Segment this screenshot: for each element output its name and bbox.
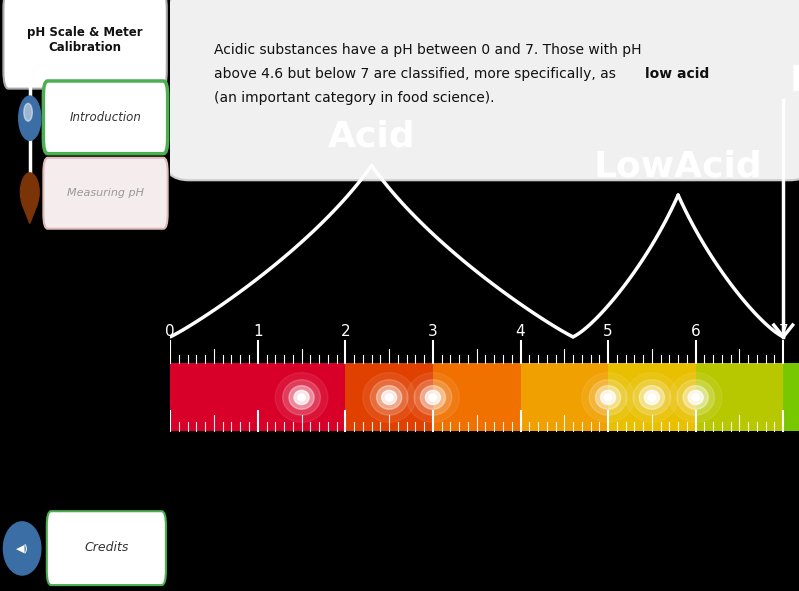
Circle shape [429,394,437,401]
Bar [345,363,433,431]
Text: 7: 7 [778,324,788,339]
FancyBboxPatch shape [43,158,168,229]
Circle shape [601,390,615,404]
Bar [696,363,783,431]
Text: Measuring pH: Measuring pH [67,189,144,198]
Text: 5: 5 [603,324,613,339]
Circle shape [275,373,328,422]
Circle shape [648,394,656,401]
Circle shape [595,386,621,409]
Circle shape [363,373,415,422]
Circle shape [420,386,446,409]
Text: Introduction: Introduction [70,111,141,124]
Circle shape [692,394,699,401]
Text: 4: 4 [515,324,525,339]
Ellipse shape [18,96,41,141]
Circle shape [425,390,440,404]
Ellipse shape [3,522,41,575]
Bar [608,363,696,431]
Circle shape [688,390,703,404]
Circle shape [407,373,459,422]
Circle shape [633,380,670,415]
Bar [433,363,520,431]
Circle shape [376,386,402,409]
Circle shape [294,390,309,404]
Text: Neutral: Neutral [789,63,799,98]
Circle shape [289,386,314,409]
Text: LowAcid: LowAcid [594,149,762,183]
Text: (an important category in food science).: (an important category in food science). [214,90,495,105]
Circle shape [677,380,714,415]
Circle shape [589,380,627,415]
Circle shape [283,380,320,415]
Circle shape [670,373,722,422]
Bar [783,363,799,431]
Polygon shape [22,204,38,223]
FancyBboxPatch shape [47,511,166,585]
Circle shape [582,373,634,422]
Circle shape [683,386,708,409]
Bar [258,363,345,431]
Circle shape [626,373,678,422]
Circle shape [298,394,305,401]
Ellipse shape [21,173,39,211]
Circle shape [385,394,393,401]
Text: above 4.6 but below 7 are classified, more specifically, as: above 4.6 but below 7 are classified, mo… [214,67,621,81]
Text: 1: 1 [253,324,263,339]
Ellipse shape [24,103,32,121]
FancyBboxPatch shape [164,0,799,180]
FancyBboxPatch shape [3,0,167,89]
Text: ◀): ◀) [16,544,29,553]
Text: Acid: Acid [328,119,415,154]
Text: pH Scale & Meter
Calibration: pH Scale & Meter Calibration [27,26,143,54]
Text: Acidic substances have a pH between 0 and 7. Those with pH: Acidic substances have a pH between 0 an… [214,43,642,57]
Text: 6: 6 [691,324,701,339]
Circle shape [644,390,659,404]
Text: 2: 2 [340,324,350,339]
Text: low acid: low acid [645,67,710,81]
Text: 3: 3 [428,324,438,339]
Circle shape [382,390,396,404]
Text: Credits: Credits [84,541,129,554]
Text: 0: 0 [165,324,175,339]
Circle shape [604,394,612,401]
Bar [170,363,258,431]
Circle shape [370,380,408,415]
Circle shape [639,386,665,409]
Circle shape [414,380,451,415]
FancyBboxPatch shape [43,81,168,154]
Bar [520,363,608,431]
